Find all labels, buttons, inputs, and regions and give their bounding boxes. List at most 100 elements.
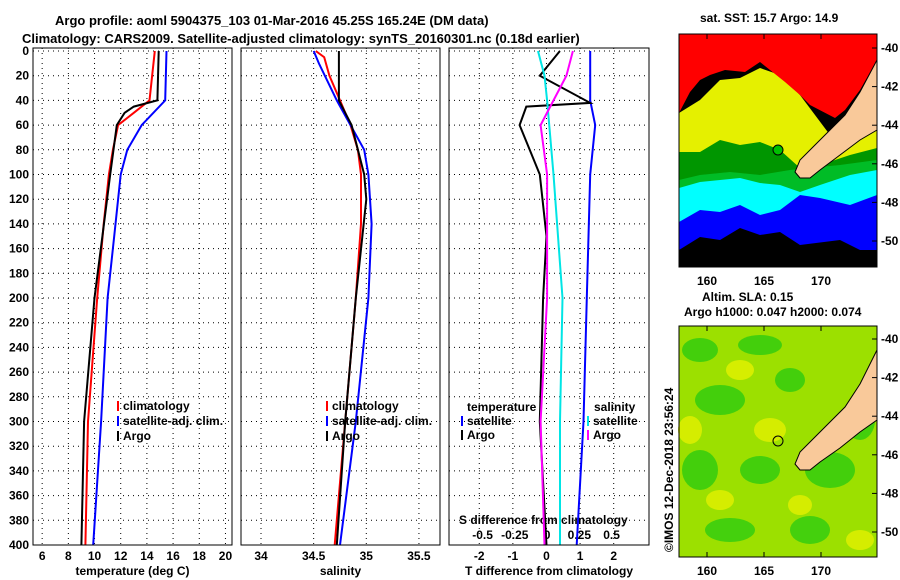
series-argo xyxy=(80,50,160,546)
difference-panel: -2 -1 0 1 2T difference from climatology -0.5… xyxy=(448,47,650,578)
y-tick-label: 0 xyxy=(22,44,29,58)
y-tick-label: 320 xyxy=(9,439,29,453)
series-climatology xyxy=(315,50,362,546)
legend-swatch xyxy=(326,401,328,411)
sst-map-title: sat. SST: 15.7 Argo: 14.9 xyxy=(700,11,839,25)
y-tick-label: 20 xyxy=(16,69,30,83)
sst-map xyxy=(678,33,878,268)
y-tick-label: 100 xyxy=(9,168,29,182)
y-tick-label: 120 xyxy=(9,192,29,206)
legend-swatch xyxy=(326,416,328,426)
x2-tick-label: 0 xyxy=(544,528,551,542)
legend-swatch xyxy=(587,430,589,440)
legend-label: satellite-adj. clim. xyxy=(332,414,432,428)
legend-label: Argo xyxy=(332,429,360,443)
lon-tick-label: 160 xyxy=(697,564,717,578)
sla-map xyxy=(678,325,878,558)
x-tick-label: 12 xyxy=(114,549,128,563)
y-tick-label: 40 xyxy=(16,93,30,107)
y-tick-label: 360 xyxy=(9,489,29,503)
x-axis-label: temperature (deg C) xyxy=(75,564,189,578)
x-tick-label: 1 xyxy=(577,549,584,563)
lat-tick-label: -46 xyxy=(881,448,899,462)
series-climatology xyxy=(84,50,156,546)
y-tick-label: 400 xyxy=(9,538,29,552)
x-axis-label: salinity xyxy=(320,564,362,578)
legend-label: Argo xyxy=(593,428,621,442)
legend-title: temperature xyxy=(467,400,537,414)
lon-tick-label: 165 xyxy=(754,564,774,578)
x-axis-label: T difference from climatology xyxy=(465,564,633,578)
x-tick-label: 34 xyxy=(254,549,268,563)
y-tick-label: 80 xyxy=(16,143,30,157)
y-tick-label: 280 xyxy=(9,390,29,404)
x2-tick-label: -0.25 xyxy=(501,528,529,542)
legend-label: satellite xyxy=(593,414,638,428)
series-salinity-satellite xyxy=(537,50,564,545)
x-tick-label: 20 xyxy=(219,549,233,563)
x-tick-label: 8 xyxy=(65,549,72,563)
lat-tick-label: -50 xyxy=(881,525,899,539)
y-tick-label: 260 xyxy=(9,365,29,379)
plot-frame xyxy=(448,47,650,546)
legend-swatch xyxy=(326,431,328,441)
y-tick-label: 300 xyxy=(9,415,29,429)
lat-tick-label: -40 xyxy=(881,332,899,346)
series-satellite-adj-clim- xyxy=(92,50,168,546)
x-tick-label: 18 xyxy=(193,549,207,563)
series-satellite-adj-clim- xyxy=(312,50,373,546)
legend-swatch xyxy=(461,430,463,440)
imos-credit: ©IMOS 12-Dec-2018 23:56:24 xyxy=(662,387,676,552)
legend-swatch xyxy=(117,401,119,411)
plot-frame xyxy=(32,47,233,546)
legend-swatch xyxy=(117,431,119,441)
x-tick-label: 0 xyxy=(543,549,550,563)
series-salinity-argo xyxy=(539,50,574,546)
legend-title: salinity xyxy=(594,400,636,414)
x-tick-label: 6 xyxy=(39,549,46,563)
y-tick-label: 180 xyxy=(9,266,29,280)
lat-tick-label: -48 xyxy=(881,486,899,500)
title-line-1: Argo profile: aoml 5904375_103 01-Mar-20… xyxy=(55,13,489,28)
plot-frame xyxy=(240,47,441,546)
lat-tick-label: -44 xyxy=(881,118,899,132)
lon-tick-label: 170 xyxy=(811,274,831,288)
y-tick-label: 140 xyxy=(9,217,29,231)
y-tick-label: 220 xyxy=(9,316,29,330)
y-tick-label: 340 xyxy=(9,464,29,478)
x-tick-label: 2 xyxy=(610,549,617,563)
y-tick-label: 200 xyxy=(9,291,29,305)
lat-tick-label: -50 xyxy=(881,234,899,248)
legend-label: climatology xyxy=(123,399,190,413)
lon-tick-label: 170 xyxy=(811,564,831,578)
lat-tick-label: -40 xyxy=(881,41,899,55)
argo-location-marker xyxy=(772,144,784,156)
legend-swatch xyxy=(117,416,119,426)
legend-swatch xyxy=(587,416,589,426)
x-tick-label: 16 xyxy=(166,549,180,563)
x-tick-label: 10 xyxy=(88,549,102,563)
salinity-panel: 34 34.5 35 35.5 salinity climatologysatellite… xyxy=(240,47,441,578)
y-tick-label: 240 xyxy=(9,340,29,354)
temperature-panel: 6 8 10 12 14 16 18 2002040608010012014016018020… xyxy=(9,44,233,578)
lon-tick-label: 160 xyxy=(697,274,717,288)
legend-swatch xyxy=(461,416,463,426)
legend-label: climatology xyxy=(332,399,399,413)
land-south-island xyxy=(794,59,878,179)
sla-map-subtitle: Argo h1000: 0.047 h2000: 0.074 xyxy=(684,305,862,319)
sla-map-title: Altim. SLA: 0.15 xyxy=(702,290,794,304)
x-tick-label: 14 xyxy=(140,549,154,563)
x-tick-label: -1 xyxy=(508,549,519,563)
series-argo xyxy=(335,51,368,546)
lon-tick-label: 165 xyxy=(754,274,774,288)
lat-tick-label: -42 xyxy=(881,80,899,94)
x2-tick-label: -0.5 xyxy=(472,528,493,542)
title-line-2: Climatology: CARS2009. Satellite-adjuste… xyxy=(22,31,580,46)
y-tick-label: 160 xyxy=(9,242,29,256)
series-temperature-satellite xyxy=(575,51,597,546)
x-tick-label: -2 xyxy=(474,549,485,563)
x-tick-label: 35.5 xyxy=(407,549,431,563)
legend-label: Argo xyxy=(467,428,495,442)
legend-label: satellite xyxy=(467,414,512,428)
